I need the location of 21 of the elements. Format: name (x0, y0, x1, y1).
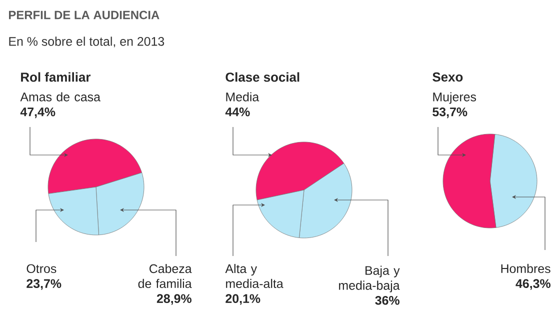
text: En % sobre el total, en 2013 (9, 36, 164, 48)
slice-label: Media (226, 92, 260, 102)
slice-label: Hombres (501, 264, 550, 274)
data-label: 23,7% (26, 279, 62, 290)
slice-label: Alta y media-alta (225, 264, 284, 288)
data-label: 46,3% (516, 279, 550, 290)
data-label: 20,1% (226, 294, 260, 305)
data-label: 47,4% (20, 107, 56, 118)
slice-label: Baja y media-baja (339, 266, 400, 292)
data-label: 53,7% (432, 107, 468, 118)
chart-title: Rol familiar (21, 72, 91, 82)
chart-title: Sexo (432, 72, 463, 82)
data-label: 28,9% (156, 294, 192, 305)
chart-title: Clase social (226, 72, 300, 82)
data-label: 44% (225, 107, 250, 116)
text: PERFIL DE LA AUDIENCIA (9, 10, 160, 20)
slice-label: Otros (26, 264, 56, 274)
slice-label: Amas de casa (20, 92, 100, 102)
slice-label: Mujeres (433, 92, 476, 104)
data-label: 36% (375, 296, 400, 305)
slice-label: Cabeza de familia (138, 264, 192, 288)
